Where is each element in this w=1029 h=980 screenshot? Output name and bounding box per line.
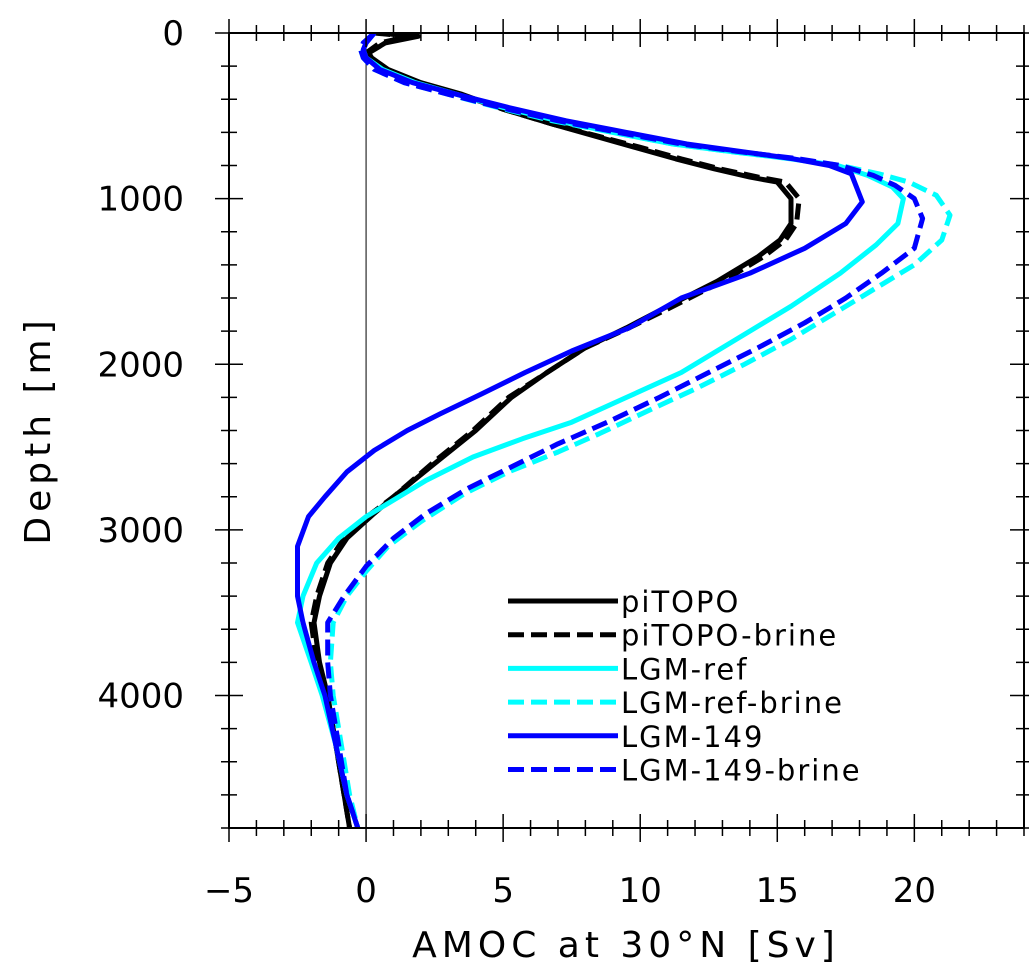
- series-line-pitopo-brine: [308, 33, 802, 828]
- x-tick-label: 0: [355, 871, 377, 911]
- y-tick-label: 0: [162, 14, 184, 54]
- x-tick-label: −5: [204, 871, 254, 911]
- x-tick-label: 5: [492, 871, 514, 911]
- x-tick-label: 10: [619, 871, 662, 911]
- y-tick-label: 3000: [97, 511, 184, 551]
- legend-label: LGM-ref-brine: [621, 686, 844, 720]
- legend-label: LGM-ref: [621, 652, 748, 686]
- x-tick-label: 20: [893, 871, 936, 911]
- series-line-lgm-149-brine: [325, 33, 926, 828]
- legend-label: LGM-149: [621, 720, 764, 754]
- legend-label: piTOPO: [621, 585, 740, 619]
- legend-label: piTOPO-brine: [621, 619, 838, 653]
- legend-label: LGM-149-brine: [621, 754, 862, 788]
- ticks-group: −5 0 5 10 15 20 0 1000 2000 3000 4000: [97, 14, 1029, 911]
- y-tick-label: 1000: [97, 180, 184, 220]
- x-axis-label: AMOC at 30°N [Sv]: [412, 925, 840, 966]
- x-tick-label: 15: [756, 871, 799, 911]
- series-group: [295, 33, 953, 828]
- legend: piTOPOpiTOPO-brineLGM-refLGM-ref-brineLG…: [508, 585, 862, 788]
- y-axis-label: Depth [m]: [18, 315, 59, 544]
- y-tick-label: 2000: [97, 345, 184, 385]
- y-tick-label: 4000: [97, 677, 184, 717]
